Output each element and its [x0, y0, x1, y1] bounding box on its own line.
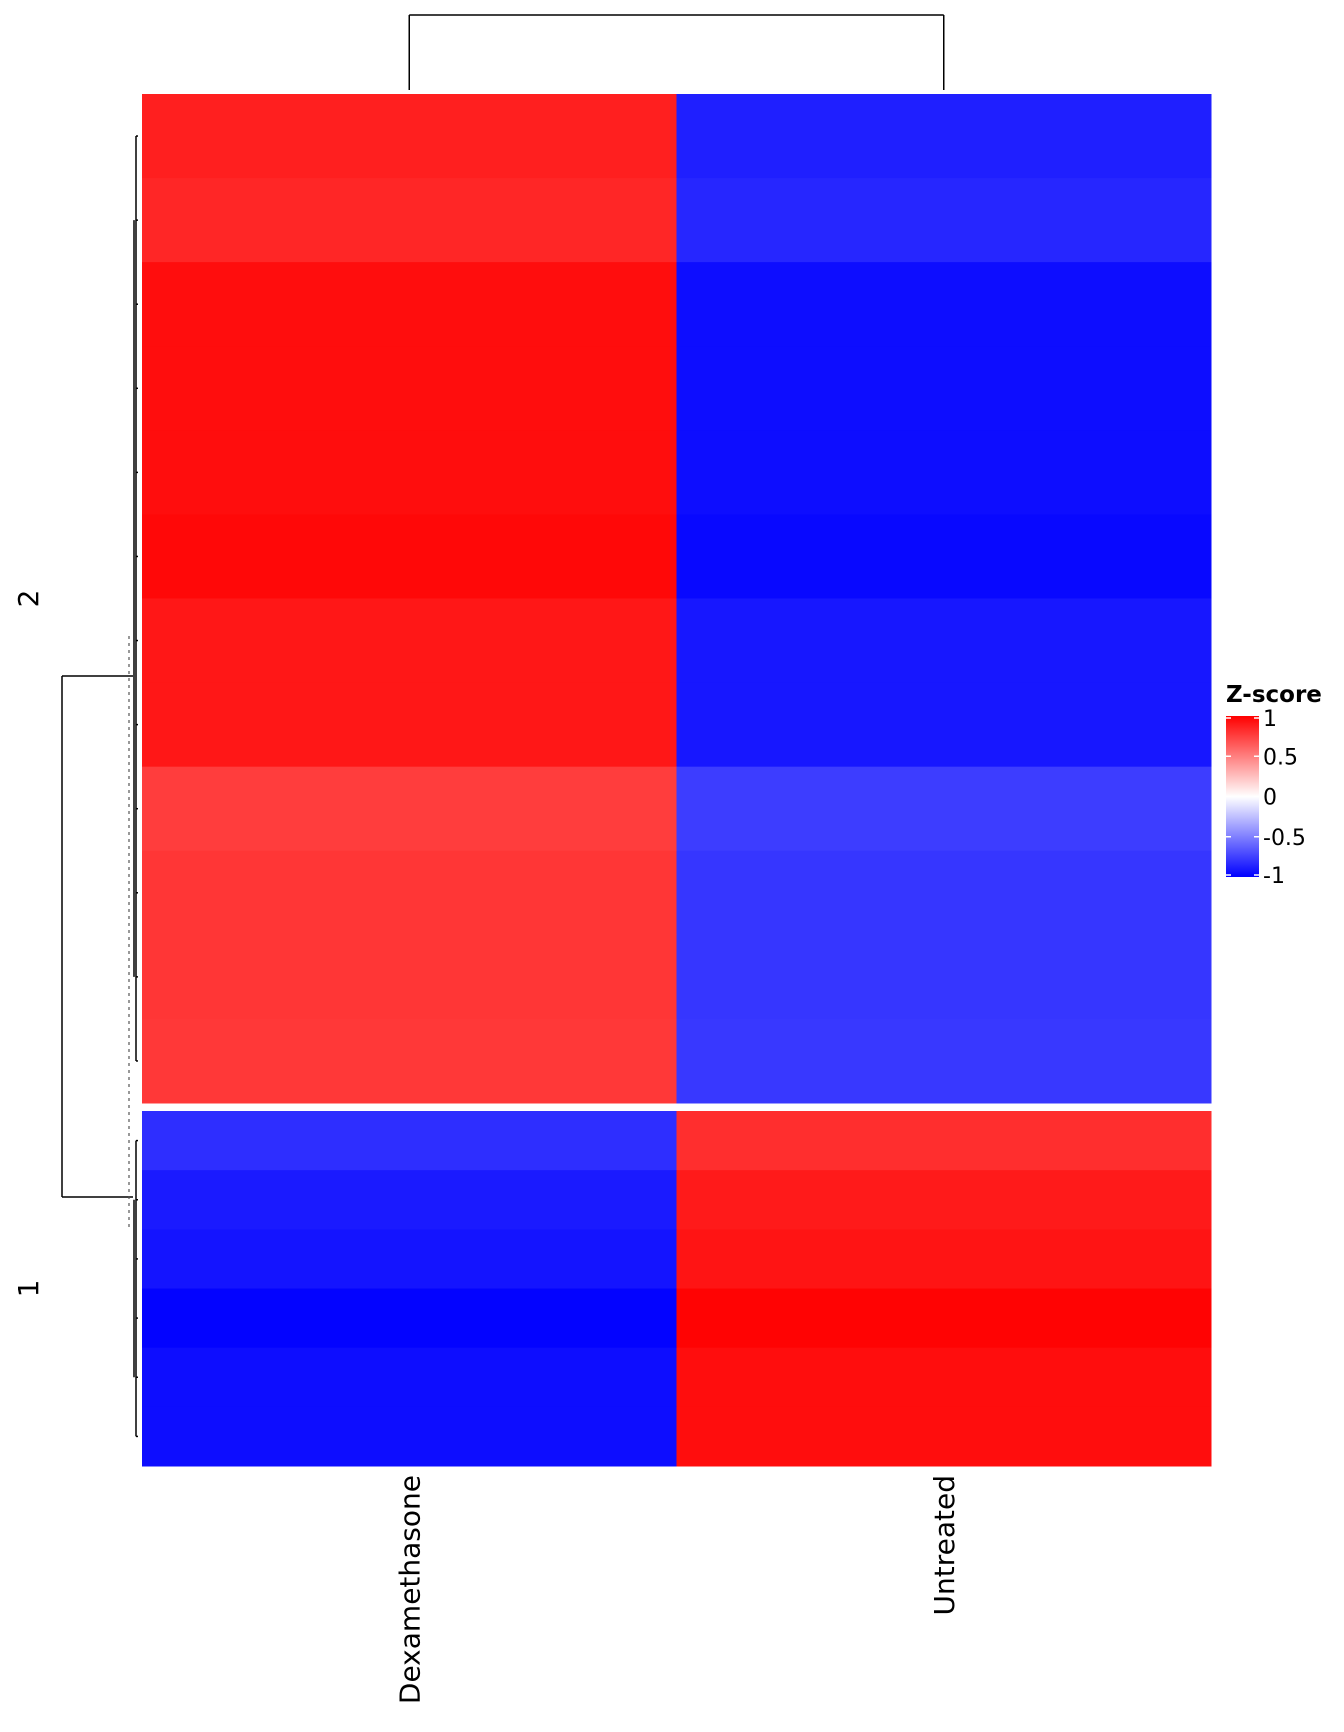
heatmap-cell — [676, 94, 1212, 179]
heatmap-cell — [142, 1229, 677, 1289]
legend-tick-label: -1 — [1263, 864, 1285, 889]
legend-tick-label: 0.5 — [1263, 745, 1298, 770]
heatmap-cell — [142, 178, 677, 263]
heatmap-cell — [142, 682, 677, 768]
heatmap-cell — [142, 262, 677, 347]
legend-ticks: 1 0.5 0 -0.5 -1 — [1226, 707, 1306, 889]
column-dendrogram — [408, 14, 945, 90]
heatmap-cell — [142, 346, 677, 431]
heatmap-cell — [676, 1347, 1212, 1408]
heatmap-cell — [676, 850, 1212, 936]
legend-tick-label: 1 — [1263, 707, 1277, 732]
heatmap-cell — [142, 766, 677, 852]
heatmap-cell — [142, 430, 677, 515]
heatmap-cell — [676, 430, 1212, 515]
heatmap-cell — [142, 94, 677, 179]
row-slice-label: 1 — [12, 1280, 45, 1298]
heatmap-cell — [676, 598, 1212, 684]
heatmap-cells — [142, 94, 1212, 1467]
heatmap-cell — [142, 934, 677, 1020]
heatmap-cell — [676, 1018, 1212, 1104]
color-legend: Z-score 1 0.5 0 -0.5 -1 — [1226, 682, 1322, 889]
heatmap-cell — [142, 1170, 677, 1230]
heatmap-cell — [676, 682, 1212, 768]
heatmap-cell — [142, 598, 677, 684]
legend-tick-label: 0 — [1263, 786, 1277, 811]
heatmap-cell — [142, 1288, 677, 1349]
heatmap-cell — [142, 850, 677, 936]
heatmap-cell — [676, 514, 1212, 599]
heatmap-cell — [142, 1018, 677, 1104]
heatmap-cell — [676, 178, 1212, 263]
row-dendrogram — [61, 135, 138, 1438]
heatmap-cell — [676, 766, 1212, 852]
heatmap-cell — [676, 262, 1212, 347]
heatmap-cell — [142, 1406, 677, 1467]
heatmap-cell — [676, 1288, 1212, 1349]
legend-tick-label: -0.5 — [1263, 826, 1306, 851]
row-slice-label: 2 — [12, 590, 45, 608]
heatmap-cell — [676, 934, 1212, 1020]
heatmap-cell — [676, 1406, 1212, 1467]
column-label: Untreated — [928, 1475, 961, 1615]
heatmap-cell — [676, 1111, 1212, 1171]
row-slice-labels: 21 — [12, 590, 45, 1298]
heatmap-cell — [676, 1170, 1212, 1230]
heatmap-cell — [142, 514, 677, 599]
heatmap-cell — [676, 1229, 1212, 1289]
heatmap-cell — [142, 1111, 677, 1171]
column-label: Dexamethasone — [393, 1475, 426, 1704]
heatmap-cell — [142, 1347, 677, 1408]
heatmap-cell — [676, 346, 1212, 431]
legend-color-bar — [1226, 716, 1259, 877]
legend-title: Z-score — [1226, 682, 1322, 708]
column-labels: Dexamethasone Untreated — [393, 1475, 961, 1704]
